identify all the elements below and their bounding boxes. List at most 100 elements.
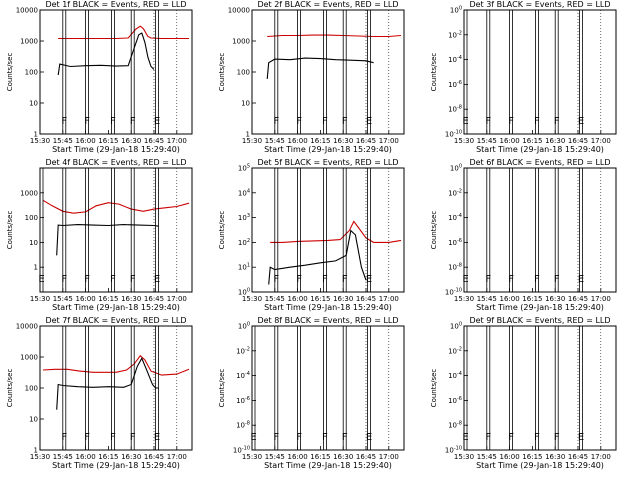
x-tick-label: 16:15: [310, 137, 330, 145]
x-tick-label: 16:30: [545, 295, 565, 303]
flag-label: F: [342, 432, 348, 443]
y-axis-label: Counts/sec: [430, 211, 438, 250]
x-tick-label: 17:00: [591, 295, 611, 303]
y-tick-label: 100: [25, 385, 38, 393]
flag-label: F: [485, 432, 491, 443]
x-tick-label: 17:00: [167, 137, 187, 145]
flag-label: F: [534, 432, 540, 443]
flag-label: F: [84, 116, 90, 127]
series-events-line: [57, 32, 155, 76]
panel-det2: Det 2f BLACK = Events, RED = LLD F F F F E 1 10…: [218, 0, 405, 154]
x-tick-label: 16:45: [356, 295, 376, 303]
x-tick-label: 16:45: [144, 453, 164, 461]
y-tick-label: 10-8: [448, 421, 462, 430]
flag-label: F: [296, 274, 302, 285]
panel-det7: Det 7f BLACK = Events, RED = LLD F F F F E 1 10…: [6, 316, 193, 470]
panel-title: Det 5f BLACK = Events, RED = LLD: [257, 158, 398, 167]
x-tick-label: 16:30: [545, 453, 565, 461]
y-tick-label: 10-6: [448, 238, 462, 247]
x-tick-label: 15:45: [265, 137, 285, 145]
x-tick-label: 16:00: [76, 137, 96, 145]
flag-label: F: [534, 274, 540, 285]
flag-label: E: [154, 432, 160, 443]
x-tick-label: 16:45: [356, 453, 376, 461]
x-tick-label: 17:00: [591, 453, 611, 461]
y-tick-label: 10-4: [448, 213, 462, 222]
flag-label: F: [322, 432, 328, 443]
y-axis-label: Counts/sec: [430, 53, 438, 92]
y-tick-label: 100: [237, 69, 250, 77]
flag-label: F: [322, 116, 328, 127]
flag-label: F: [554, 116, 560, 127]
x-tick-label: 16:15: [310, 453, 330, 461]
x-tick-label: 16:45: [568, 453, 588, 461]
y-tick-label: 1000: [20, 354, 38, 362]
x-tick-label: 16:15: [98, 137, 118, 145]
x-tick-label: 15:45: [477, 453, 497, 461]
x-tick-label: 17:00: [379, 137, 399, 145]
y-tick-label: 10-8: [448, 263, 462, 272]
y-tick-label: 10-2: [236, 346, 250, 355]
panel-title: Det 2f BLACK = Events, RED = LLD: [257, 0, 398, 9]
flag-label: E: [154, 274, 160, 285]
y-tick-label: 1: [34, 264, 38, 272]
flag-label: F: [273, 432, 279, 443]
flag-label: F: [130, 432, 136, 443]
flag-label: F: [110, 116, 116, 127]
series-events-line: [268, 229, 367, 285]
y-tick-label: 10-6: [448, 80, 462, 89]
series-events-line: [56, 224, 159, 256]
flag-label: F: [508, 274, 514, 285]
x-tick-label: 16:30: [121, 137, 141, 145]
x-tick-label: 16:00: [288, 453, 308, 461]
x-axis-label: Start Time (29-Jan-18 15:29:40): [264, 145, 392, 154]
y-tick-label: 100: [238, 288, 250, 297]
y-tick-label: 105: [238, 164, 250, 173]
series-events-line: [266, 57, 374, 79]
series-lld-line: [267, 34, 402, 38]
x-tick-label: 16:30: [333, 137, 353, 145]
flag-label: E: [462, 116, 468, 127]
y-tick-label: 101: [238, 263, 250, 272]
y-tick-label: 10000: [228, 7, 250, 15]
y-tick-label: 10-6: [236, 396, 250, 405]
x-tick-label: 15:30: [30, 295, 50, 303]
flag-label: F: [296, 432, 302, 443]
x-tick-label: 16:00: [76, 295, 96, 303]
x-tick-label: 16:30: [333, 453, 353, 461]
x-tick-label: 16:30: [333, 295, 353, 303]
flag-label: F: [485, 116, 491, 127]
y-tick-label: 10-4: [448, 371, 462, 380]
x-tick-label: 16:00: [500, 453, 520, 461]
x-axis-label: Start Time (29-Jan-18 15:29:40): [52, 461, 180, 470]
flag-label: E: [250, 432, 256, 443]
y-tick-label: 10-10: [233, 446, 250, 455]
plot-frame: [251, 325, 405, 451]
x-tick-label: 17:00: [379, 453, 399, 461]
panel-title: Det 9f BLACK = Events, RED = LLD: [469, 316, 610, 325]
flag-label: F: [342, 274, 348, 285]
plot-frame: [463, 325, 617, 451]
x-tick-label: 16:00: [288, 137, 308, 145]
y-tick-label: 100: [25, 69, 38, 77]
flag-label: F: [84, 274, 90, 285]
y-tick-label: 100: [25, 214, 38, 222]
x-tick-label: 16:00: [500, 295, 520, 303]
flag-label: F: [296, 116, 302, 127]
flag-label: F: [508, 432, 514, 443]
flag-label: E: [366, 274, 372, 285]
x-axis-label: Start Time (29-Jan-18 15:29:40): [264, 303, 392, 312]
flag-label: F: [130, 116, 136, 127]
y-tick-label: 100: [238, 322, 250, 331]
flag-label: F: [61, 274, 67, 285]
y-tick-label: 10000: [16, 7, 38, 15]
flag-label: F: [273, 274, 279, 285]
y-tick-label: 10-10: [445, 446, 462, 455]
y-axis-label: Counts/sec: [6, 369, 14, 408]
series-lld-line: [42, 199, 190, 214]
x-tick-label: 15:45: [265, 453, 285, 461]
